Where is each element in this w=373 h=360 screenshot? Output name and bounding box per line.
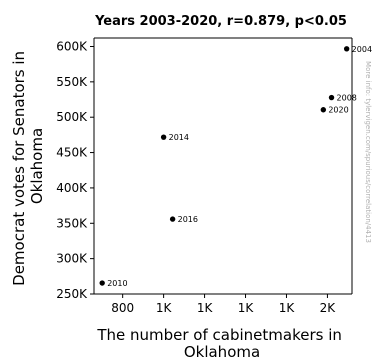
- x-axis-label-line-1: The number of cabinetmakers in: [96, 326, 342, 344]
- y-axis-label-line-2: Oklahoma: [28, 128, 46, 204]
- y-ticks: 250K 300K 350K 400K 450K 500K 550K 600K: [56, 39, 94, 301]
- y-tick-label: 450K: [56, 146, 88, 160]
- point-label: 2020: [328, 106, 348, 115]
- y-tick-label: 500K: [56, 110, 88, 124]
- x-tick-label: 1K: [197, 301, 214, 315]
- point-label: 2004: [352, 45, 372, 54]
- watermark-text: More info: tylervigen.com/spurious/corre…: [364, 61, 372, 243]
- y-tick-label: 300K: [56, 252, 88, 266]
- y-tick-label: 350K: [56, 216, 88, 230]
- x-tick-label: 800: [111, 301, 134, 315]
- plot-area: 250K 300K 350K 400K 450K 500K 550K 600K 800 1K 1K…: [56, 37, 372, 315]
- point-label: 2016: [178, 215, 198, 224]
- data-point: [343, 46, 350, 52]
- y-tick-label: 600K: [56, 39, 88, 53]
- x-tick-label: 2K: [320, 301, 337, 315]
- data-point: [169, 216, 176, 222]
- point-label: 2008: [337, 94, 357, 103]
- data-point: [328, 94, 335, 101]
- x-ticks: 800 1K 1K 1K 1K 2K: [111, 294, 336, 315]
- data-point: [160, 134, 167, 140]
- x-axis-label-line-2: Oklahoma: [184, 343, 260, 360]
- data-points: 2004 2008 2020 2014 2016 2010: [99, 45, 372, 288]
- x-tick-label: 1K: [156, 301, 173, 315]
- x-tick-label: 1K: [238, 301, 255, 315]
- y-tick-label: 550K: [56, 75, 88, 89]
- data-point: [320, 107, 327, 113]
- chart-title: Years 2003-2020, r=0.879, p<0.05: [94, 14, 347, 29]
- y-axis-label: Democrat votes for Senators in Oklahoma: [10, 46, 46, 286]
- data-point: [99, 280, 105, 286]
- y-axis-label-line-1: Democrat votes for Senators in: [10, 51, 28, 286]
- x-tick-label: 1K: [279, 301, 296, 315]
- point-label: 2010: [107, 279, 127, 288]
- x-axis-label: The number of cabinetmakers in Oklahoma: [96, 326, 346, 360]
- y-tick-label: 400K: [56, 181, 88, 195]
- y-tick-label: 250K: [56, 287, 88, 301]
- point-label: 2014: [169, 133, 189, 142]
